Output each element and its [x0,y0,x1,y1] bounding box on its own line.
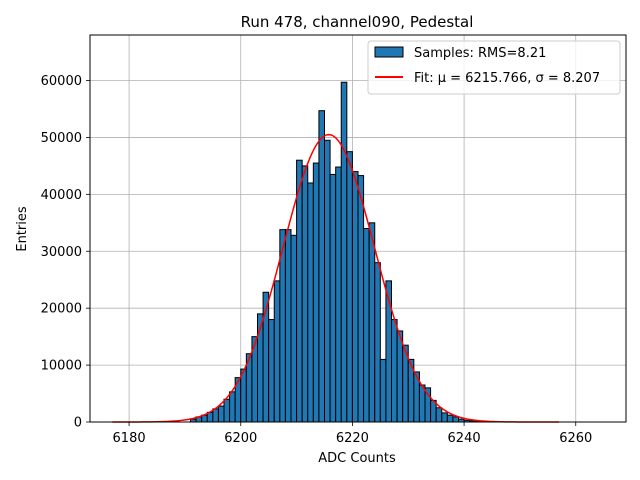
histogram-bar [435,407,443,423]
histogram-bar [351,171,359,423]
plot-frame [89,34,627,423]
histogram-bar [446,414,454,423]
histogram-bar [368,222,376,423]
histogram-bar [374,262,381,423]
histogram-bar [307,182,314,423]
y-tick-label: 30000 [41,245,82,260]
x-axis-title: ADC Counts [318,451,396,466]
histogram-bar [290,234,298,423]
histogram-bar [418,384,426,423]
histogram-bar [396,330,404,423]
y-tick-label: 0 [74,416,82,431]
x-tick-label: 6260 [559,431,592,446]
y-tick-label: 40000 [41,188,82,203]
histogram-bar [324,139,331,423]
histogram-bar [212,408,219,423]
y-tick-label: 60000 [41,74,82,89]
legend-label-fit: Fit: μ = 6215.766, σ = 8.207 [414,71,600,86]
histogram-bar [357,175,365,423]
histogram-bar [284,229,292,423]
histogram-bar [229,391,236,423]
histogram-bar [452,416,459,423]
histogram-bar [223,398,231,423]
legend-label-samples: Samples: RMS=8.21 [414,46,546,61]
y-axis-ticks: 0 10000 20000 30000 40000 50000 60000 [41,74,90,431]
histogram-bar [268,319,275,423]
legend-swatch-samples [374,46,404,58]
histogram-bar [273,280,281,423]
histogram-bar [335,166,342,423]
histogram-bar [391,319,398,423]
legend-box [367,40,621,95]
histogram-bar [312,162,320,423]
histogram-bar [318,110,325,423]
x-tick-label: 6240 [448,431,481,446]
histogram-bar [217,405,225,423]
x-tick-label: 6220 [336,431,369,446]
histogram-bar [441,412,448,423]
histogram-bar [301,165,309,423]
histogram-bar [329,173,337,423]
y-tick-label: 20000 [41,302,82,317]
histogram-bar [340,81,348,423]
x-tick-label: 6180 [113,431,146,446]
legend: Samples: RMS=8.21 Fit: μ = 6215.766, σ =… [367,40,621,95]
y-tick-label: 10000 [41,359,82,374]
x-axis-ticks: 6180 6200 6220 6240 6260 [113,422,592,446]
histogram-bar [240,368,247,423]
histogram-bar [363,228,370,423]
y-axis-title: Entries [15,206,30,252]
histogram-bar [296,159,303,423]
histogram-bar [346,151,353,423]
histogram-bars [190,81,482,423]
fit-curve [112,133,559,423]
y-tick-label: 50000 [41,131,82,146]
histogram-bar [379,358,387,423]
chart-title: Run 478, channel090, Pedestal [241,13,474,31]
x-tick-label: 6200 [224,431,257,446]
